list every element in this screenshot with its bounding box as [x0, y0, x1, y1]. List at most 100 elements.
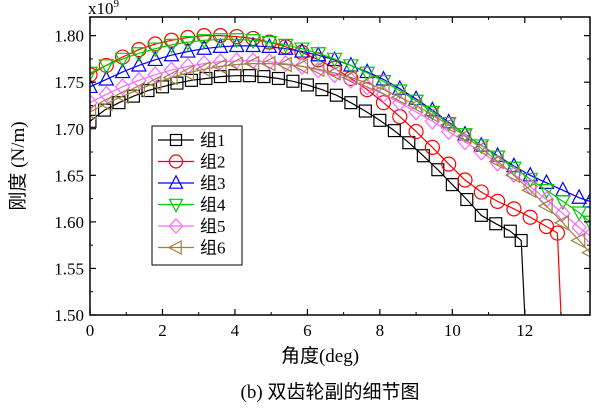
data-point	[212, 37, 229, 54]
data-point	[440, 122, 457, 141]
data-point	[260, 55, 276, 72]
data-point	[488, 153, 504, 170]
data-point	[522, 209, 538, 225]
data-point	[245, 52, 261, 70]
legend-item: 组6	[158, 239, 226, 258]
y-tick-label: 1.75	[54, 73, 84, 92]
data-point	[98, 59, 115, 75]
data-point	[113, 88, 129, 105]
series-6	[90, 55, 590, 258]
data-point	[387, 124, 401, 138]
x-axis-title: 角度(deg)	[281, 345, 359, 367]
axis-ticks: 0 2 4 6 8 10 12 1.50 1.55 1.60 1.65 1.70 1.75 1.80	[54, 17, 590, 340]
data-point	[146, 75, 162, 92]
y-tick-label: 1.55	[54, 259, 84, 278]
legend-label: 组2	[200, 153, 226, 172]
y-tick-label: 1.65	[54, 166, 84, 185]
y-multiplier-base: x10	[88, 0, 114, 18]
data-point	[112, 96, 126, 110]
data-point	[229, 28, 245, 45]
data-point	[408, 123, 424, 140]
data-point	[473, 136, 490, 152]
data-point	[582, 215, 590, 231]
data-point	[514, 233, 528, 248]
y-tick-label: 1.60	[54, 213, 84, 232]
legend-label: 组4	[200, 196, 226, 215]
data-point	[416, 149, 430, 163]
data-point	[90, 66, 98, 82]
data-point	[374, 81, 390, 98]
x-tick-label: 12	[516, 321, 533, 340]
x-tick-label: 4	[231, 321, 240, 340]
data-point	[538, 184, 555, 200]
data-point	[341, 69, 358, 86]
data-point	[114, 78, 131, 96]
data-point	[489, 150, 506, 166]
data-point	[90, 67, 98, 83]
legend-label: 组5	[200, 217, 226, 236]
data-point	[456, 128, 472, 145]
data-point	[212, 28, 229, 44]
data-point	[457, 128, 473, 144]
data-point	[490, 193, 506, 209]
x-tick-label: 2	[158, 321, 167, 340]
data-point	[582, 227, 590, 245]
y-multiplier-exponent: 9	[114, 0, 120, 10]
data-point	[506, 201, 522, 217]
data-point	[98, 85, 115, 103]
data-point	[242, 69, 256, 83]
data-point	[179, 42, 196, 58]
data-point	[271, 71, 285, 86]
data-point	[227, 56, 243, 73]
data-point	[549, 225, 565, 241]
data-point	[196, 54, 212, 73]
figure-caption: (b) 双齿轮副的细节图	[241, 381, 420, 403]
data-point	[293, 42, 310, 58]
data-point	[489, 154, 506, 172]
data-point	[97, 95, 113, 112]
data-point	[130, 47, 147, 63]
legend: 组1 组2 组3 组4 组5 组6	[151, 125, 243, 266]
x-tick-label: 6	[303, 321, 312, 340]
data-point	[212, 33, 229, 49]
data-point	[286, 74, 300, 88]
data-point	[489, 217, 503, 231]
data-point	[537, 198, 553, 215]
legend-label: 组6	[200, 239, 226, 258]
data-point	[538, 190, 555, 209]
data-point	[178, 64, 195, 81]
data-point	[90, 77, 98, 94]
legend-item: 组1	[158, 131, 226, 150]
data-point	[163, 38, 180, 54]
data-point	[292, 58, 309, 75]
data-point	[228, 33, 245, 49]
data-point	[147, 50, 164, 67]
data-point	[261, 35, 278, 52]
legend-item: 组2	[158, 153, 226, 172]
legend-label: 组1	[200, 131, 226, 150]
data-point	[195, 61, 211, 78]
data-point	[257, 70, 271, 84]
y-axis-title: 刚度 (N/m)	[7, 121, 29, 210]
data-point	[329, 88, 343, 102]
data-point	[277, 38, 294, 54]
data-point	[212, 53, 229, 71]
data-point	[522, 172, 539, 189]
data-point	[359, 66, 376, 82]
data-point	[179, 35, 196, 52]
x-tick-label: 10	[444, 321, 461, 340]
data-point	[555, 204, 571, 223]
data-point	[277, 54, 294, 73]
data-point	[582, 192, 590, 208]
data-point	[294, 57, 310, 75]
legend-box	[151, 125, 243, 266]
data-point	[441, 156, 457, 172]
data-point	[570, 232, 586, 249]
legend-item: 组5	[158, 217, 226, 236]
legend-item: 组3	[158, 174, 226, 193]
data-point	[261, 37, 278, 54]
data-point	[277, 39, 294, 55]
data-point	[358, 104, 372, 118]
data-point	[196, 39, 213, 55]
